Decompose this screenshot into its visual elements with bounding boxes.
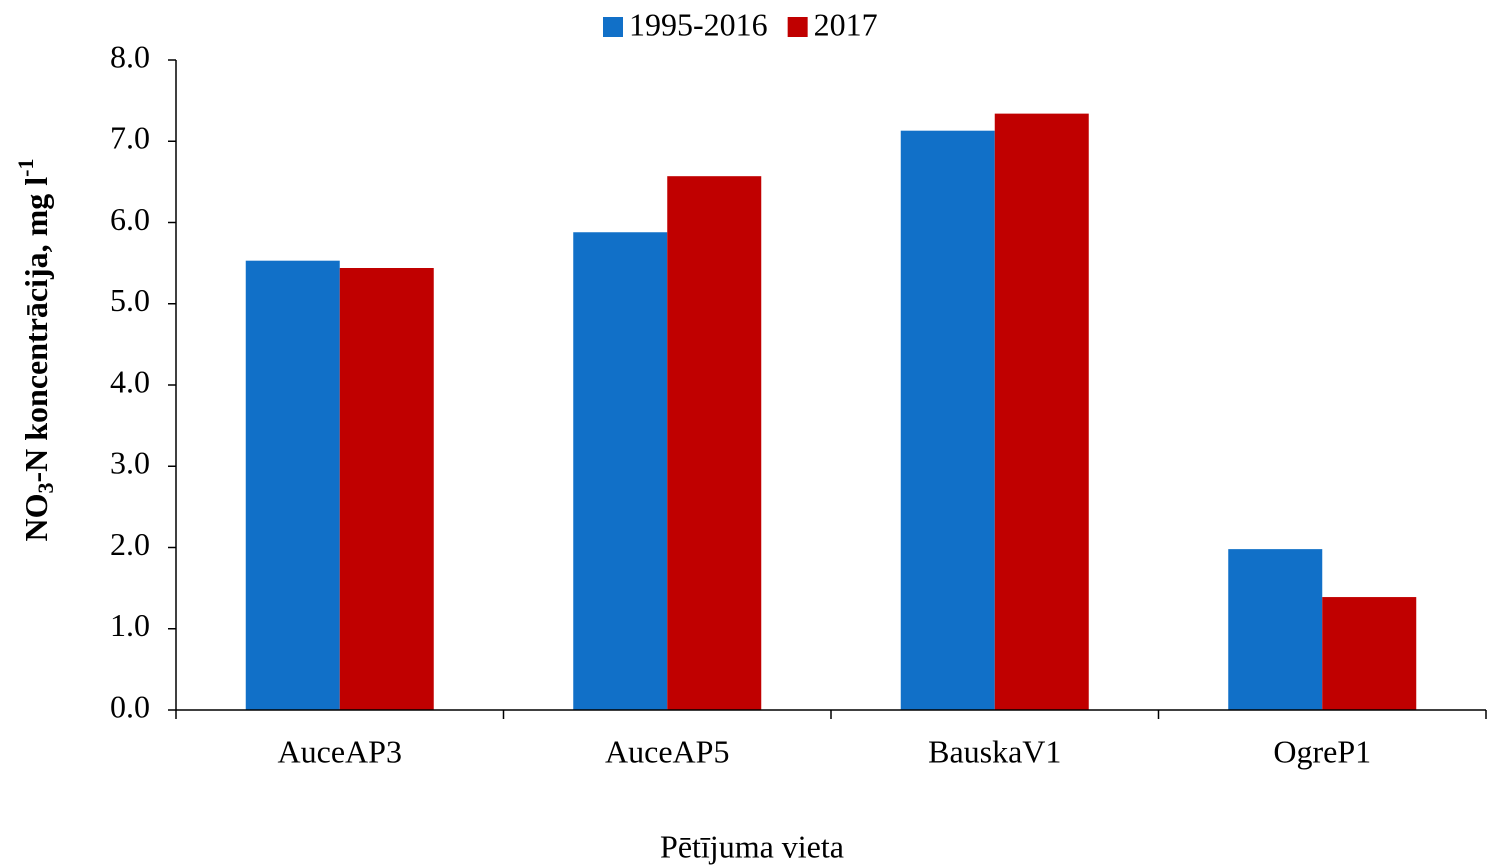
bar [1322, 597, 1417, 710]
y-label-part: -N koncentrācija, mg l [18, 177, 54, 483]
bar [573, 232, 668, 710]
y-tick-label: 4.0 [110, 363, 150, 399]
y-tick-label: 8.0 [110, 38, 150, 74]
y-axis-label: NO3-N koncentrācija, mg l-1 [13, 158, 58, 541]
x-axis-label: Pētījuma vieta [660, 828, 844, 864]
y-tick-label: 0.0 [110, 688, 150, 724]
x-tick-label: AuceAP3 [278, 733, 402, 769]
y-label-sub: 3 [33, 483, 58, 494]
y-tick-label: 5.0 [110, 282, 150, 318]
y-label-part: NO [18, 494, 54, 542]
bar [245, 260, 340, 710]
bar [994, 113, 1089, 710]
legend-label: 1995-2016 [629, 6, 768, 42]
y-tick-label: 1.0 [110, 607, 150, 643]
y-tick-label: 7.0 [110, 120, 150, 156]
y-label-sup: -1 [13, 158, 38, 176]
bar [1228, 549, 1323, 710]
bar [339, 268, 434, 710]
y-tick-label: 2.0 [110, 526, 150, 562]
x-tick-label: OgreP1 [1273, 733, 1371, 769]
y-tick-label: 3.0 [110, 445, 150, 481]
y-tick-label: 6.0 [110, 201, 150, 237]
x-tick-label: BauskaV1 [928, 733, 1061, 769]
legend-label: 2017 [814, 6, 878, 42]
bar [667, 176, 762, 710]
legend-swatch [603, 17, 623, 37]
bar [900, 130, 995, 710]
legend-swatch [787, 17, 808, 37]
x-tick-label: AuceAP5 [605, 733, 729, 769]
